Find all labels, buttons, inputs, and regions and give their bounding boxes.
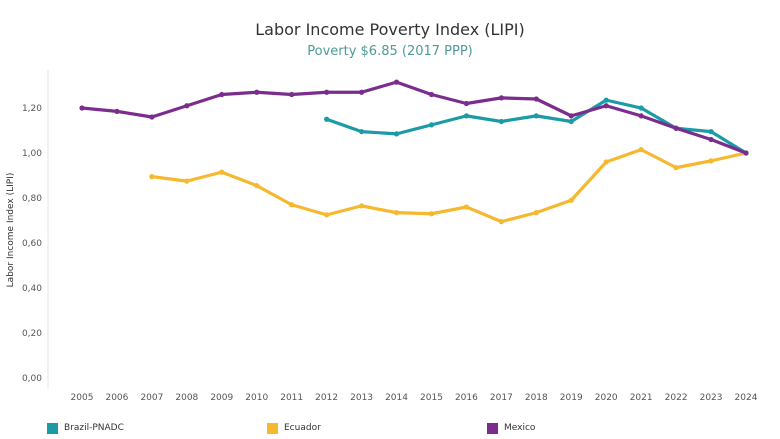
x-tick-label: 2011 xyxy=(280,393,303,403)
x-axis-ticks: 2005 2006 2007 2008 2009 2010 2011 2012 2013 2014… xyxy=(71,393,758,403)
series-line-mexico xyxy=(80,80,748,155)
data-point-mexico[interactable] xyxy=(79,105,85,111)
y-axis-ticks: 0,00 0,20 0,40 0,60 0,80 1,00 1,20 xyxy=(22,104,42,384)
series-line-ecuador xyxy=(150,148,748,224)
x-tick-label: 2007 xyxy=(140,393,163,403)
data-point-ecuador[interactable] xyxy=(463,204,470,210)
x-tick-label: 2015 xyxy=(420,393,443,403)
y-tick-label: 1,00 xyxy=(22,149,42,159)
x-tick-label: 2021 xyxy=(630,393,653,403)
x-tick-label: 2019 xyxy=(560,393,583,403)
data-point-mexico[interactable] xyxy=(638,113,644,119)
data-point-brazil-pnadc[interactable] xyxy=(358,129,365,135)
data-point-ecuador[interactable] xyxy=(428,211,435,217)
data-point-ecuador[interactable] xyxy=(498,219,504,225)
x-tick-label: 2017 xyxy=(490,393,513,403)
data-point-mexico[interactable] xyxy=(603,103,609,109)
x-tick-label: 2006 xyxy=(105,393,128,403)
x-tick-label: 2016 xyxy=(455,393,478,403)
data-point-ecuador[interactable] xyxy=(254,183,260,189)
legend-swatch-brazil xyxy=(47,422,58,434)
y-axis-label: Labor Income Index (LIPI) xyxy=(6,173,16,288)
data-point-brazil-pnadc[interactable] xyxy=(568,118,574,125)
data-point-mexico[interactable] xyxy=(219,91,225,98)
line-chart: Labor Income Index (LIPI) 0,000,200,400,… xyxy=(6,70,758,403)
legend-label-mexico: Mexico xyxy=(504,423,536,433)
data-point-mexico[interactable] xyxy=(184,103,190,109)
data-point-brazil-pnadc[interactable] xyxy=(324,116,330,122)
data-point-brazil-pnadc[interactable] xyxy=(463,113,470,119)
chart-title: Labor Income Poverty Index (LIPI) xyxy=(255,20,525,39)
data-point-brazil-pnadc[interactable] xyxy=(708,129,714,135)
series-lines xyxy=(79,79,749,225)
data-point-mexico[interactable] xyxy=(358,89,365,95)
data-point-mexico[interactable] xyxy=(324,89,330,95)
data-point-ecuador[interactable] xyxy=(638,147,644,153)
data-point-brazil-pnadc[interactable] xyxy=(393,131,400,137)
x-tick-label: 2013 xyxy=(350,393,373,403)
data-point-ecuador[interactable] xyxy=(149,174,155,180)
y-tick-label: 0,00 xyxy=(22,374,42,384)
x-tick-label: 2018 xyxy=(525,393,548,403)
x-tick-label: 2023 xyxy=(700,393,723,403)
data-point-ecuador[interactable] xyxy=(358,203,365,209)
data-point-mexico[interactable] xyxy=(114,108,120,114)
x-tick-label: 2008 xyxy=(175,393,198,403)
data-point-mexico[interactable] xyxy=(673,125,679,131)
x-tick-label: 2009 xyxy=(210,393,233,403)
data-point-ecuador[interactable] xyxy=(673,165,679,171)
data-point-mexico[interactable] xyxy=(254,89,260,95)
data-point-mexico[interactable] xyxy=(149,114,155,120)
chart-subtitle: Poverty $6.85 (2017 PPP) xyxy=(307,44,473,59)
legend-item-mexico[interactable]: Mexico xyxy=(487,420,535,436)
data-point-mexico[interactable] xyxy=(568,113,574,119)
y-tick-label: 0,80 xyxy=(22,194,42,204)
data-point-brazil-pnadc[interactable] xyxy=(533,113,539,119)
x-tick-label: 2010 xyxy=(245,393,268,403)
legend-swatch-ecuador xyxy=(267,422,278,434)
legend-label-brazil: Brazil-PNADC xyxy=(64,423,124,433)
data-point-brazil-pnadc[interactable] xyxy=(428,122,435,128)
data-point-ecuador[interactable] xyxy=(603,159,609,165)
x-tick-label: 2022 xyxy=(665,393,688,403)
data-point-mexico[interactable] xyxy=(743,150,749,156)
data-point-mexico[interactable] xyxy=(463,100,470,107)
legend-item-ecuador[interactable]: Ecuador xyxy=(267,420,321,436)
y-tick-label: 0,40 xyxy=(22,284,42,294)
legend-swatch-mexico xyxy=(487,422,498,434)
data-point-ecuador[interactable] xyxy=(533,210,539,216)
x-tick-label: 2012 xyxy=(315,393,338,403)
y-tick-label: 0,60 xyxy=(22,239,42,249)
data-point-ecuador[interactable] xyxy=(568,197,574,203)
data-point-ecuador[interactable] xyxy=(184,178,190,184)
data-point-mexico[interactable] xyxy=(533,96,539,102)
data-point-mexico[interactable] xyxy=(708,136,714,143)
y-tick-label: 1,20 xyxy=(22,104,42,114)
data-point-ecuador[interactable] xyxy=(324,212,330,218)
data-point-ecuador[interactable] xyxy=(393,210,400,216)
data-point-mexico[interactable] xyxy=(289,91,295,98)
x-tick-label: 2014 xyxy=(385,393,408,403)
data-point-ecuador[interactable] xyxy=(219,169,225,175)
data-point-brazil-pnadc[interactable] xyxy=(603,97,609,103)
legend-item-brazil[interactable]: Brazil-PNADC xyxy=(47,420,124,436)
x-tick-label: 2024 xyxy=(735,393,758,403)
x-tick-label: 2020 xyxy=(595,393,618,403)
y-tick-label: 0,20 xyxy=(22,329,42,339)
data-point-mexico[interactable] xyxy=(498,95,504,101)
data-point-ecuador[interactable] xyxy=(708,158,714,164)
data-point-brazil-pnadc[interactable] xyxy=(638,105,644,111)
data-point-ecuador[interactable] xyxy=(289,202,295,208)
data-point-mexico[interactable] xyxy=(428,91,435,98)
legend-label-ecuador: Ecuador xyxy=(284,423,321,433)
data-point-brazil-pnadc[interactable] xyxy=(498,118,504,125)
data-point-mexico[interactable] xyxy=(393,79,400,85)
x-tick-label: 2005 xyxy=(71,393,94,403)
series-line-brazil-pnadc xyxy=(325,98,748,155)
